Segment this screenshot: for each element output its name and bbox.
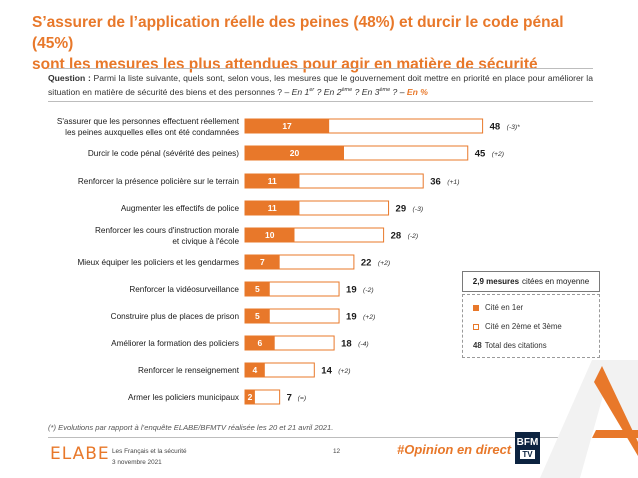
- category-label: Mieux équiper les policiers et les genda…: [77, 258, 239, 267]
- question-dash: –: [284, 86, 290, 97]
- bar-total-value: 22: [361, 258, 372, 269]
- legend-total-label: Total des citations: [484, 341, 547, 350]
- category-label-line2: et civique à l'école: [172, 237, 239, 246]
- survey-date: 3 novembre 2021: [112, 459, 162, 466]
- bar-first-value: 6: [257, 338, 262, 348]
- evolution-label: (+2): [378, 260, 390, 267]
- bar-total-value: 29: [396, 204, 407, 215]
- category-label: S'assurer que les personnes effectuent r…: [57, 117, 240, 126]
- legend-total-value: 48: [473, 341, 482, 350]
- opt3-sup: ème: [379, 87, 391, 93]
- bar-first-value: 7: [260, 257, 265, 267]
- category-label: Armer les policiers municipaux: [128, 393, 239, 402]
- legend-label-first: Cité en 1er: [485, 303, 524, 312]
- evolution-label: (+2): [492, 151, 504, 158]
- bar-total-value: 36: [430, 177, 441, 188]
- opt3: ? En 3: [354, 86, 380, 97]
- bfmtv-logo: BFM TV: [515, 432, 540, 464]
- footnote: (*) Evolutions par rapport à l’enquête E…: [48, 423, 334, 432]
- bar-total-value: 19: [346, 312, 357, 323]
- bar-first: [245, 119, 330, 133]
- footer-divider: [48, 437, 593, 438]
- decorative-triangle-icon: [540, 360, 638, 478]
- question-options: En 1er ? En 2ème ? En 3ème ? –: [292, 87, 407, 97]
- legend-label-second: Cité en 2ème et 3ème: [485, 322, 562, 331]
- title-line-1: S’assurer de l’application réelle des pe…: [32, 14, 564, 52]
- bar-chart: 17 48 (-3)* S'assurer que les personnes eff…: [57, 117, 521, 405]
- bar-first-value: 4: [253, 365, 258, 375]
- question-label: Question :: [48, 73, 91, 83]
- hashtag: #Opinion en direct: [397, 442, 512, 457]
- question-body: Parmi la liste suivante, quels sont, sel…: [48, 73, 593, 97]
- bar-first-value: 11: [268, 176, 277, 186]
- bar-first-value: 2: [248, 392, 253, 402]
- bar-first: [245, 363, 265, 377]
- category-label: Renforcer les cours d'instruction morale: [95, 226, 239, 235]
- category-label: Construire plus de places de prison: [111, 312, 240, 321]
- bar-first-value: 17: [282, 121, 292, 131]
- page-number: 12: [333, 448, 341, 455]
- bar-first-value: 10: [265, 230, 275, 240]
- bar-total-value: 28: [391, 231, 402, 242]
- bar-first: [245, 228, 295, 242]
- tv-text: TV: [520, 450, 535, 459]
- evolution-label: (+1): [447, 179, 459, 186]
- opt2-sup: ème: [341, 87, 353, 93]
- opt2: ? En 2: [316, 86, 342, 97]
- bar-first-value: 11: [268, 203, 277, 213]
- bar-first-value: 5: [255, 284, 260, 294]
- bfm-text: BFM: [516, 437, 539, 448]
- question-text: Question : Parmi la liste suivante, quel…: [48, 72, 593, 98]
- bar-first: [245, 201, 300, 215]
- category-label: Renforcer la présence policière sur le t…: [78, 177, 240, 186]
- category-label-line2: les peines auxquelles elles ont été cond…: [65, 128, 239, 137]
- legend-item-second: Cité en 2ème et 3ème: [473, 322, 562, 331]
- evolution-label: (=): [298, 395, 307, 402]
- evolution-label: (-3): [413, 206, 424, 213]
- evolution-label: (-2): [363, 287, 374, 294]
- bar-first: [245, 309, 270, 323]
- top-divider: [48, 68, 593, 69]
- category-label: Augmenter les effectifs de police: [121, 204, 240, 213]
- category-label-suffix: (sévérité des peines): [161, 149, 240, 158]
- mean-box: 2,9 mesures citées en moyenne: [462, 271, 600, 292]
- evolution-label: (-3)*: [507, 124, 521, 131]
- category-label: Améliorer la formation des policiers: [111, 339, 239, 348]
- category-label: Renforcer la vidéosurveillance: [129, 285, 239, 294]
- bar-first: [245, 174, 300, 188]
- legend-item-total: 48 Total des citations: [473, 341, 547, 350]
- bar-first: [245, 336, 275, 350]
- bar-total-value: 14: [321, 366, 332, 377]
- bar-first: [245, 282, 270, 296]
- survey-name: Les Français et la sécurité: [112, 448, 187, 455]
- bar-first: [245, 255, 280, 269]
- category-label: Renforcer le renseignement: [138, 366, 240, 375]
- mean-value: 2,9 mesures: [472, 277, 520, 286]
- opt1-sup: er: [309, 87, 315, 93]
- opt-end: ? –: [392, 86, 405, 97]
- bar-first-value: 20: [290, 148, 300, 158]
- bar-total-value: 7: [287, 393, 292, 404]
- legend: Cité en 1er Cité en 2ème et 3ème 48 Tota…: [462, 294, 600, 358]
- evolution-label: (+2): [338, 368, 350, 375]
- evolution-label: (+2): [363, 314, 375, 321]
- legend-item-first: Cité en 1er: [473, 303, 523, 312]
- bar-total-value: 19: [346, 285, 357, 296]
- legend-swatch-second: [473, 323, 479, 330]
- unit-label: En %: [406, 86, 428, 97]
- evolution-label: (-2): [408, 233, 419, 240]
- category-label: Durcir le code pénal (sévérité des peine…: [88, 149, 239, 158]
- bar-total-value: 45: [475, 149, 486, 160]
- legend-swatch-first: [473, 304, 479, 311]
- mean-text: citées en moyenne: [522, 277, 590, 286]
- elabe-logo: ELABE: [50, 444, 110, 464]
- bar-first: [245, 146, 344, 160]
- question-divider: [48, 101, 593, 102]
- bar-total-value: 48: [490, 122, 501, 133]
- bar-total-value: 18: [341, 339, 352, 350]
- evolution-label: (-4): [358, 341, 369, 348]
- bar-first-value: 5: [255, 311, 260, 321]
- bar-first: [245, 390, 255, 404]
- opt1: En 1: [291, 86, 310, 97]
